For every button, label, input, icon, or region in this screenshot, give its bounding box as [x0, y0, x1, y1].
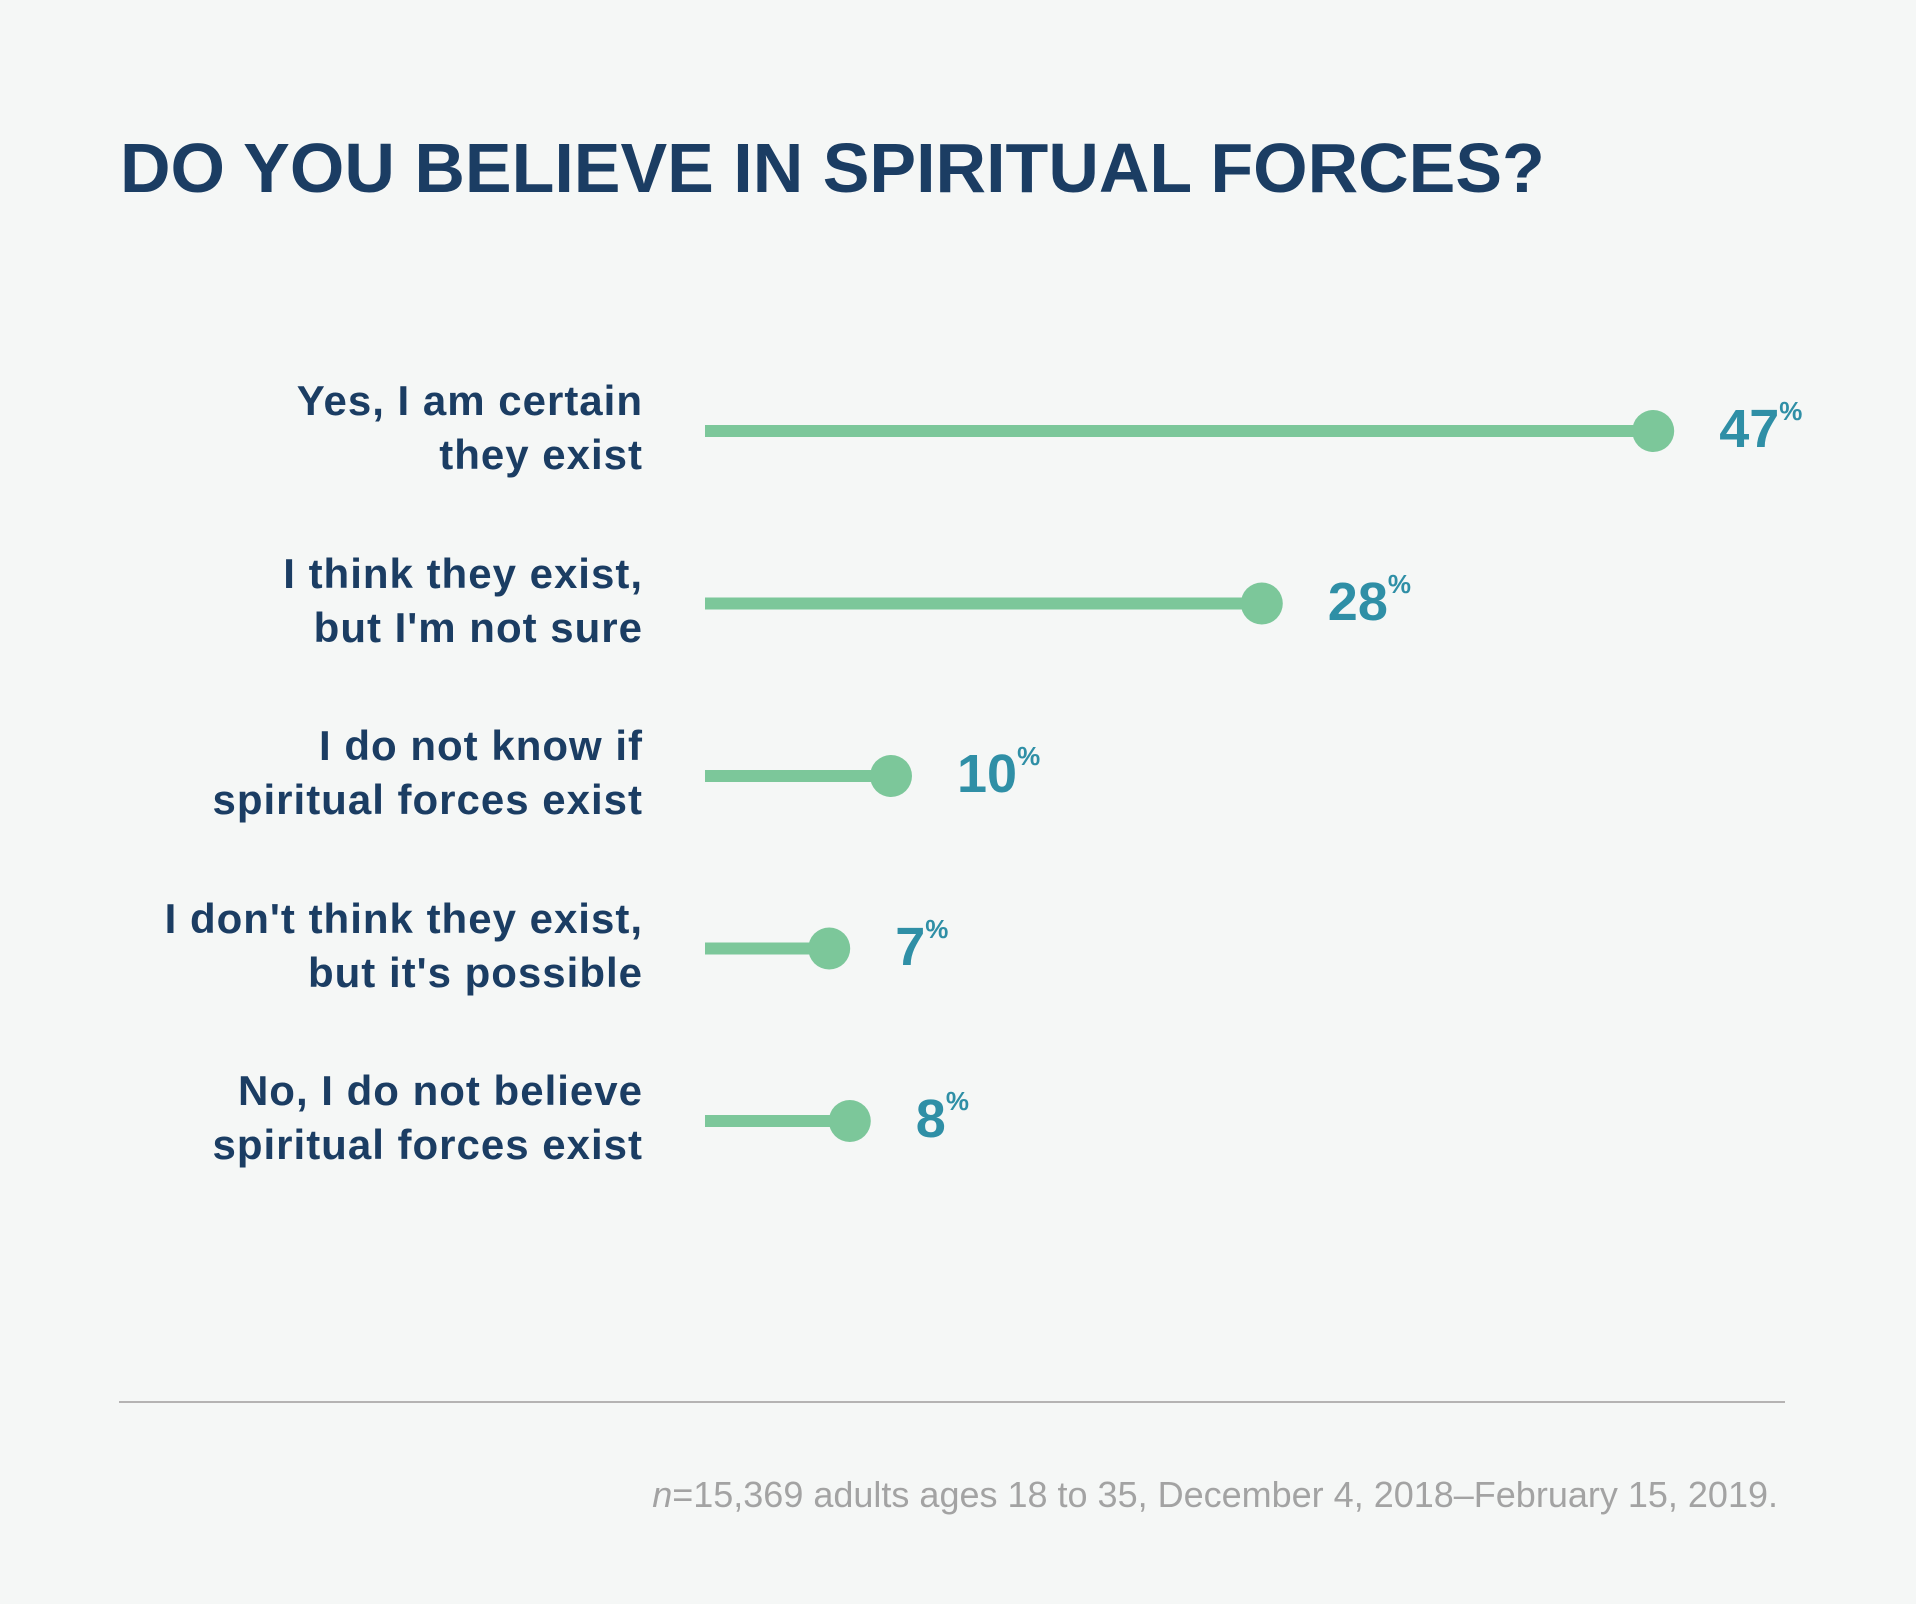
value-label: 47% [1719, 396, 1803, 460]
category-label-line: but it's possible [307, 948, 643, 996]
chart-title: DO YOU BELIEVE IN SPIRITUAL FORCES? [120, 129, 1545, 207]
category-label-line: I do not know if [319, 722, 643, 769]
bar-dot [870, 755, 912, 797]
category-label-line: but I'm not sure [313, 603, 643, 651]
value-number: 10 [957, 744, 1018, 804]
value-unit: % [1779, 396, 1803, 426]
bar-dot [808, 927, 851, 970]
bar-dot [1632, 410, 1675, 452]
value-unit: % [1387, 568, 1411, 599]
bar-dot [828, 1100, 871, 1142]
category-label-line: they exist [439, 431, 643, 478]
value-number: 47 [1719, 399, 1780, 459]
category-label: I think they exist, but I'm not sure [43, 547, 643, 655]
footnote-n: n [652, 1474, 673, 1515]
value-number: 28 [1327, 571, 1388, 632]
value-number: 7 [895, 916, 926, 977]
footnote-text: =15,369 adults ages 18 to 35, December 4… [672, 1474, 1778, 1515]
value-label: 10% [957, 741, 1041, 805]
value-number: 8 [915, 1089, 946, 1149]
category-label: I don't think they exist, but it's possib… [43, 892, 643, 1000]
divider [119, 1401, 1785, 1403]
value-label: 8% [915, 1086, 969, 1150]
footnote: n=15,369 adults ages 18 to 35, December … [652, 1474, 1778, 1516]
category-label-line: spiritual forces exist [212, 776, 643, 823]
value-unit: % [1017, 741, 1041, 771]
value-unit: % [945, 1086, 969, 1116]
bar-dot [1240, 582, 1283, 625]
value-label: 28% [1327, 568, 1411, 633]
category-label-line: Yes, I am certain [296, 377, 643, 424]
category-label-line: I think they exist, [283, 549, 643, 597]
category-label: No, I do not believe spiritual forces exi… [43, 1064, 643, 1172]
value-label: 7% [895, 913, 949, 978]
category-label-line: spiritual forces exist [212, 1121, 643, 1168]
category-label-line: I don't think they exist, [164, 894, 643, 942]
category-label-line: No, I do not believe [237, 1067, 643, 1114]
value-unit: % [925, 913, 949, 944]
category-label: I do not know if spiritual forces exist [43, 719, 643, 827]
category-label: Yes, I am certain they exist [43, 374, 643, 482]
